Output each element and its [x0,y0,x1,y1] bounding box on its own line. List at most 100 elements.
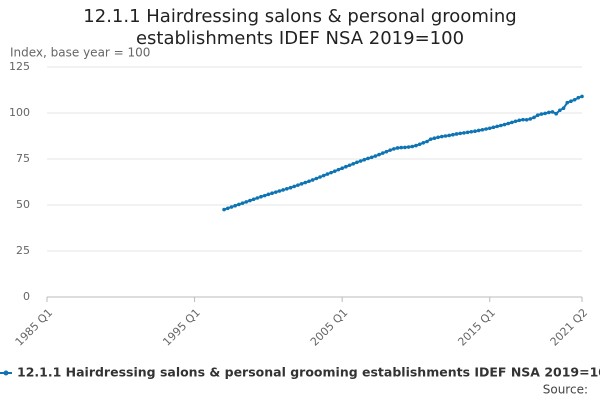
data-point [528,117,533,121]
data-point [288,185,293,190]
data-point [539,112,544,116]
y-axis-label: Index, base year = 100 [10,46,150,60]
data-point [259,194,263,199]
y-tick-label: 125 [9,60,30,73]
data-point [237,202,241,207]
data-point [281,188,285,192]
data-point [369,155,374,160]
data-point [344,164,348,169]
data-point [340,166,344,170]
data-point [266,192,271,197]
data-point [499,123,503,128]
y-tick-label: 100 [9,106,30,119]
data-point [410,144,415,149]
data-point [325,172,330,176]
x-tick-label: 1995 Q1 [160,306,203,349]
data-point [296,183,300,187]
data-point [432,136,437,141]
data-point [469,129,474,134]
data-point [576,95,581,100]
data-point [373,154,378,158]
data-point [310,178,315,182]
data-point [506,121,511,126]
data-point [251,197,256,202]
data-point [558,108,562,113]
data-point [358,159,363,163]
data-point [233,203,237,208]
data-point [255,196,260,200]
data-point [406,145,411,149]
data-point [580,94,584,99]
data-point [484,127,488,131]
source: Source: [543,383,588,397]
x-tick-label: 1985 Q1 [13,306,56,349]
data-point [248,198,252,203]
data-point [329,170,333,175]
data-point [392,147,396,151]
data-point [314,176,319,181]
data-point [270,191,274,196]
legend-marker [3,370,9,376]
y-tick-label: 0 [23,290,30,303]
data-point [532,115,536,120]
data-point [454,132,459,136]
data-point [240,201,245,205]
data-point [439,134,444,139]
data-point [572,97,577,102]
data-point [229,205,234,209]
data-point [384,149,389,154]
chart-title: 12.1.1 Hairdressing salons & personal gr… [83,6,517,49]
data-point [543,111,547,116]
data-point [495,124,499,129]
data-point [491,125,496,130]
data-point [421,141,426,145]
data-point [487,126,492,131]
data-point [299,182,304,186]
data-point [321,173,326,178]
data-point [414,143,418,148]
data-point [355,160,359,165]
data-point [273,190,278,194]
data-point [436,135,440,140]
data-point [336,167,341,172]
data-point [480,127,485,132]
data-point [285,187,289,191]
data-point [428,137,433,141]
data-point [546,110,551,115]
data-point [332,169,337,173]
y-tick-label: 25 [16,244,30,257]
data-point [443,134,448,138]
data-point [388,148,392,152]
legend-label: 12.1.1 Hairdressing salons & personal gr… [17,365,600,380]
data-point [277,189,282,193]
data-point [244,200,249,204]
data-point [465,130,470,135]
data-point [303,180,308,185]
data-point [513,119,518,124]
data-point [565,100,570,105]
data-point [473,129,477,134]
data-point [462,131,466,135]
x-tick-label: 2015 Q1 [455,306,498,349]
data-point [225,206,230,211]
data-point [362,157,367,162]
data-point [377,152,381,157]
data-point [380,151,385,155]
data-point [318,175,322,179]
x-tick-label: 2005 Q1 [308,306,351,349]
data-point [451,132,455,137]
data-point [425,139,429,144]
x-tick-label: 2021 Q2 [548,306,591,349]
data-point [292,184,297,189]
data-point [307,179,311,184]
data-point [399,145,404,150]
data-point [517,118,522,123]
data-point [351,161,356,166]
y-tick-label: 50 [16,198,30,211]
data-point [395,146,400,150]
data-point [550,110,555,114]
data-point [524,118,529,122]
data-point [458,131,463,136]
